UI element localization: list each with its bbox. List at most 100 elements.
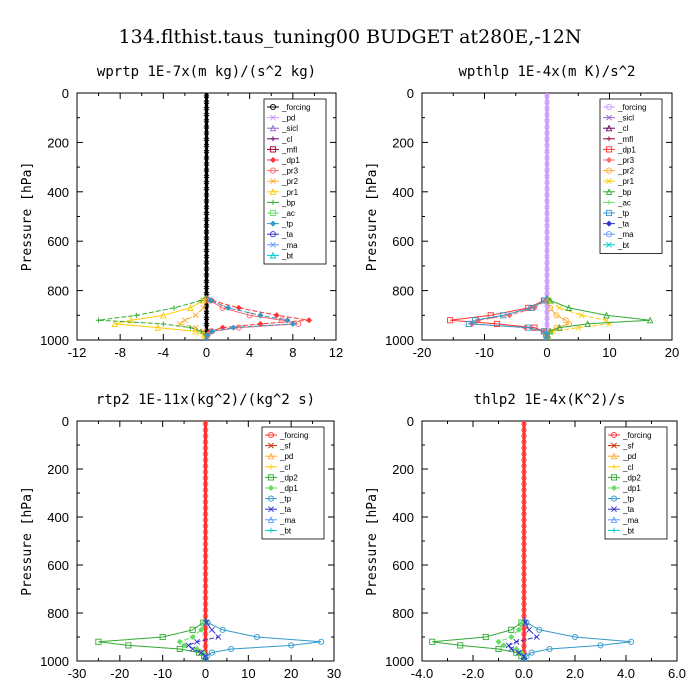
zero-series-marker — [203, 219, 210, 226]
zero-series-marker — [521, 526, 527, 532]
zero-series-marker — [202, 532, 209, 538]
series-point — [198, 649, 205, 656]
series-point — [493, 320, 501, 327]
zero-series-marker — [202, 604, 209, 610]
chart-panel-4: thlp2 1E-4x(K^2)/s Pressure [hPa] -4.0 -2.0… — [365, 392, 686, 681]
series-point — [203, 337, 210, 340]
legend-entry: _dp2 — [279, 473, 298, 482]
zero-series-marker — [202, 550, 209, 556]
zero-series-marker — [203, 225, 210, 232]
series-point — [289, 320, 296, 327]
zero-series-marker — [521, 598, 527, 604]
zero-series-marker — [202, 454, 209, 460]
series-point — [160, 311, 167, 319]
legend-entry: _forcing — [622, 431, 651, 440]
y-tick-label: 0 — [407, 86, 414, 101]
zero-series-marker — [202, 586, 209, 592]
x-tick-label: 4 — [246, 345, 253, 360]
series-point — [520, 657, 528, 661]
legend-swatch-marker — [267, 484, 275, 492]
zero-series-marker — [544, 108, 550, 115]
zero-series-marker — [203, 93, 210, 96]
legend-entry: _sf — [279, 442, 291, 451]
legend-swatch-marker — [268, 464, 274, 470]
series-point — [288, 642, 295, 649]
legend-entry: _sf — [622, 442, 634, 451]
y-tick-label: 600 — [47, 234, 69, 249]
zero-series-marker — [202, 421, 209, 424]
legend-entry: _cl — [622, 463, 633, 472]
series-point — [562, 317, 569, 324]
zero-series-marker — [203, 158, 210, 164]
x-tick-label: 20 — [665, 345, 679, 360]
legend-swatch-marker — [611, 506, 617, 513]
legend-entry: _mfl — [617, 135, 633, 144]
legend-entry: _pd — [622, 452, 636, 461]
zero-series-marker — [544, 306, 550, 313]
zero-series-marker — [544, 133, 550, 140]
series-point — [500, 642, 507, 649]
legend-swatch-marker — [268, 442, 274, 449]
zero-series-marker — [544, 263, 550, 269]
zero-series-marker — [544, 287, 550, 294]
zero-series-marker — [544, 182, 550, 189]
series-point — [515, 649, 522, 656]
zero-series-marker — [202, 640, 209, 646]
series-point — [160, 321, 166, 327]
zero-series-marker — [544, 232, 550, 238]
zero-series-marker — [202, 496, 209, 502]
zero-series-marker — [202, 538, 209, 544]
series-point — [192, 312, 199, 319]
x-tick-label: 2.0 — [566, 666, 584, 681]
series-point — [203, 336, 210, 340]
legend-entry: _cl — [281, 135, 292, 144]
legend-entry: _bp — [281, 198, 296, 207]
zero-series-marker — [521, 562, 527, 568]
legend-swatch-marker — [611, 464, 617, 470]
zero-series-marker — [203, 139, 210, 146]
zero-series-marker — [203, 96, 210, 103]
series-point — [531, 324, 538, 331]
zero-series-marker — [521, 592, 527, 598]
x-tick-label: -10 — [153, 666, 172, 681]
legend-swatch-marker — [610, 474, 618, 481]
legend-entry: _sicl — [617, 114, 634, 123]
legend-entry: _pd — [281, 114, 295, 123]
legend-entry: _pr2 — [617, 167, 635, 176]
series-point — [95, 638, 102, 645]
zero-series-marker — [203, 318, 210, 325]
series-line — [178, 295, 207, 340]
series-point — [193, 645, 200, 653]
series-line — [432, 617, 525, 661]
legend: _forcing_pd_sicl_cl_mfl_dp1_pr3_pr2_pr1_… — [263, 98, 327, 265]
legend-entry: _ac — [281, 209, 295, 218]
x-tick-label: 0 — [543, 345, 550, 360]
series-point — [181, 317, 188, 324]
zero-series-marker — [544, 158, 550, 164]
chart-title: wpthlp 1E-4x(m K)/s^2 — [458, 64, 635, 80]
series-point — [536, 626, 543, 633]
zero-series-marker — [521, 502, 527, 508]
x-tick-label: 8 — [289, 345, 296, 360]
legend-swatch-marker — [605, 167, 613, 174]
legend-swatch-marker — [605, 156, 613, 164]
series-point — [228, 645, 235, 653]
zero-series-marker — [203, 170, 210, 177]
zero-series-marker — [203, 256, 210, 263]
series-point — [603, 311, 610, 319]
legend-swatch-marker — [606, 241, 612, 248]
series-line — [206, 295, 310, 340]
zero-series-marker — [203, 176, 210, 183]
legend-entry: _tp — [281, 220, 294, 229]
chart-title: thlp2 1E-4x(K^2)/s — [474, 392, 626, 408]
y-tick-label: 1000 — [40, 333, 69, 348]
legend-entry: _pr1 — [617, 177, 635, 186]
series-point — [553, 312, 560, 319]
legend-swatch-marker — [270, 199, 276, 205]
legend-entry: _ma — [279, 516, 296, 525]
legend-swatch-marker — [269, 103, 277, 111]
series-point — [95, 317, 102, 323]
zero-series-marker — [521, 604, 527, 610]
legend-entry: _dp2 — [622, 473, 641, 482]
x-tick-label: 0 — [203, 345, 210, 360]
